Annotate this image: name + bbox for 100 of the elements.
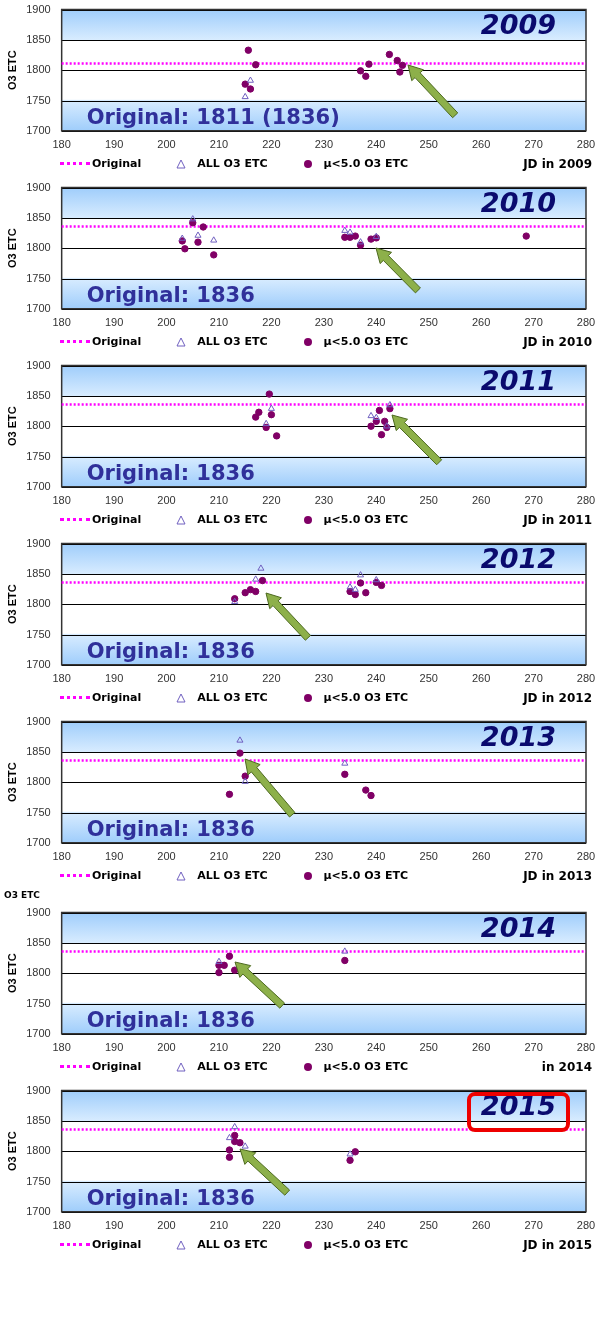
y-tick-label: 1700 (26, 835, 51, 848)
x-tick-label: 250 (419, 672, 438, 685)
x-tick-label: 280 (576, 316, 596, 329)
x-tick-label: 240 (367, 672, 386, 685)
x-tick-label: 210 (209, 1041, 229, 1054)
x-tick-label: 220 (262, 316, 281, 329)
x-tick-label: 220 (262, 494, 281, 507)
y-tick-label: 1750 (26, 93, 51, 106)
chart-title: 2015 (480, 1090, 556, 1122)
x-tick-label: 240 (367, 850, 386, 863)
x-tick-label: 230 (314, 1041, 334, 1054)
x-tick-label: 220 (262, 672, 281, 685)
y-tick-label: 1900 (26, 2, 51, 15)
x-axis-title: JD in 2013 (523, 868, 592, 883)
legend-label: ALL O3 ETC (197, 513, 268, 526)
x-axis-title: JD in 2012 (523, 690, 592, 705)
x-tick-label: 190 (104, 494, 124, 507)
legend-label: μ<5.0 O3 ETC (323, 1060, 409, 1073)
chart-title: 2010 (480, 187, 556, 219)
x-tick-label: 260 (471, 316, 491, 329)
legend-label: ALL O3 ETC (197, 869, 268, 882)
y-tick-label: 1750 (26, 627, 51, 640)
y-tick-label: 1900 (26, 180, 51, 193)
x-tick-label: 220 (262, 850, 281, 863)
chart-title: 2012 (480, 543, 556, 575)
x-tick-label: 220 (262, 138, 281, 151)
y-tick-label: 1800 (26, 597, 51, 610)
x-tick-label: 180 (52, 1041, 71, 1054)
legend-label: μ<5.0 O3 ETC (323, 869, 409, 882)
x-tick-label: 280 (576, 1219, 596, 1232)
x-tick-label: 190 (104, 850, 124, 863)
y-tick-label: 1900 (26, 905, 51, 918)
legend-label: Original (92, 869, 142, 882)
x-tick-label: 200 (157, 494, 176, 507)
y-tick-label: 1900 (26, 1083, 51, 1096)
y-tick-label: 1800 (26, 1144, 51, 1157)
x-tick-label: 260 (471, 138, 491, 151)
y-tick-label: 1700 (26, 1204, 51, 1217)
legend-label: μ<5.0 O3 ETC (323, 335, 409, 348)
y-tick-label: 1850 (26, 32, 51, 45)
chart-title: 2011 (480, 365, 556, 397)
x-tick-label: 180 (52, 494, 71, 507)
x-tick-label: 200 (157, 138, 176, 151)
y-tick-label: 1700 (26, 479, 51, 492)
y-tick-label: 1700 (26, 301, 51, 314)
x-tick-label: 210 (209, 1219, 229, 1232)
annotation: Original: 1836 (86, 1007, 255, 1032)
y-tick-label: 1900 (26, 358, 51, 371)
x-tick-label: 260 (471, 850, 491, 863)
y-tick-label: 1750 (26, 996, 51, 1009)
x-axis-title: JD in 2010 (523, 334, 592, 349)
y-tick-label: 1700 (26, 657, 51, 670)
x-tick-label: 200 (157, 1041, 176, 1054)
x-tick-label: 190 (104, 316, 124, 329)
y-axis-title: O3 ETC (5, 953, 18, 994)
annotation: Original: 1811 (1836) (86, 104, 340, 129)
x-tick-label: 180 (52, 1219, 71, 1232)
x-tick-label: 260 (471, 1041, 491, 1054)
y-tick-label: 1900 (26, 714, 51, 727)
legend-label: ALL O3 ETC (197, 157, 268, 170)
x-tick-label: 250 (419, 1041, 438, 1054)
y-tick-label: 1850 (26, 744, 51, 757)
x-tick-label: 200 (157, 850, 176, 863)
x-tick-label: 270 (524, 138, 543, 151)
annotation: Original: 1836 (86, 460, 255, 485)
x-tick-label: 250 (419, 850, 438, 863)
x-tick-label: 240 (367, 138, 386, 151)
y-tick-label: 1850 (26, 388, 51, 401)
legend-label: ALL O3 ETC (197, 1238, 268, 1251)
legend-label: Original (92, 1060, 142, 1073)
x-tick-label: 210 (209, 672, 229, 685)
y-tick-label: 1700 (26, 123, 51, 136)
y-axis-title: O3 ETC (5, 1131, 18, 1172)
x-tick-label: 230 (314, 494, 334, 507)
x-tick-label: 280 (576, 850, 596, 863)
x-tick-label: 230 (314, 316, 334, 329)
y-axis-title: O3 ETC (5, 584, 18, 625)
x-tick-label: 280 (576, 494, 596, 507)
y-tick-label: 1850 (26, 566, 51, 579)
x-tick-label: 240 (367, 494, 386, 507)
y-tick-label: 1750 (26, 805, 51, 818)
x-tick-label: 230 (314, 850, 334, 863)
x-tick-label: 270 (524, 1041, 543, 1054)
annotation: Original: 1836 (86, 1185, 255, 1210)
x-axis-title: JD in 2011 (523, 512, 592, 527)
x-tick-label: 200 (157, 672, 176, 685)
x-tick-label: 190 (104, 1041, 124, 1054)
legend-label: μ<5.0 O3 ETC (323, 691, 409, 704)
x-tick-label: 260 (471, 1219, 491, 1232)
x-axis-title: in 2014 (541, 1059, 592, 1074)
x-tick-label: 270 (524, 494, 543, 507)
x-tick-label: 210 (209, 494, 229, 507)
x-tick-label: 260 (471, 672, 491, 685)
x-tick-label: 220 (262, 1041, 281, 1054)
x-tick-label: 250 (419, 1219, 438, 1232)
x-tick-label: 190 (104, 1219, 124, 1232)
legend-label: Original (92, 335, 142, 348)
x-tick-label: 240 (367, 316, 386, 329)
x-axis-title: JD in 2015 (523, 1237, 592, 1252)
y-axis-title: O3 ETC (5, 406, 18, 447)
